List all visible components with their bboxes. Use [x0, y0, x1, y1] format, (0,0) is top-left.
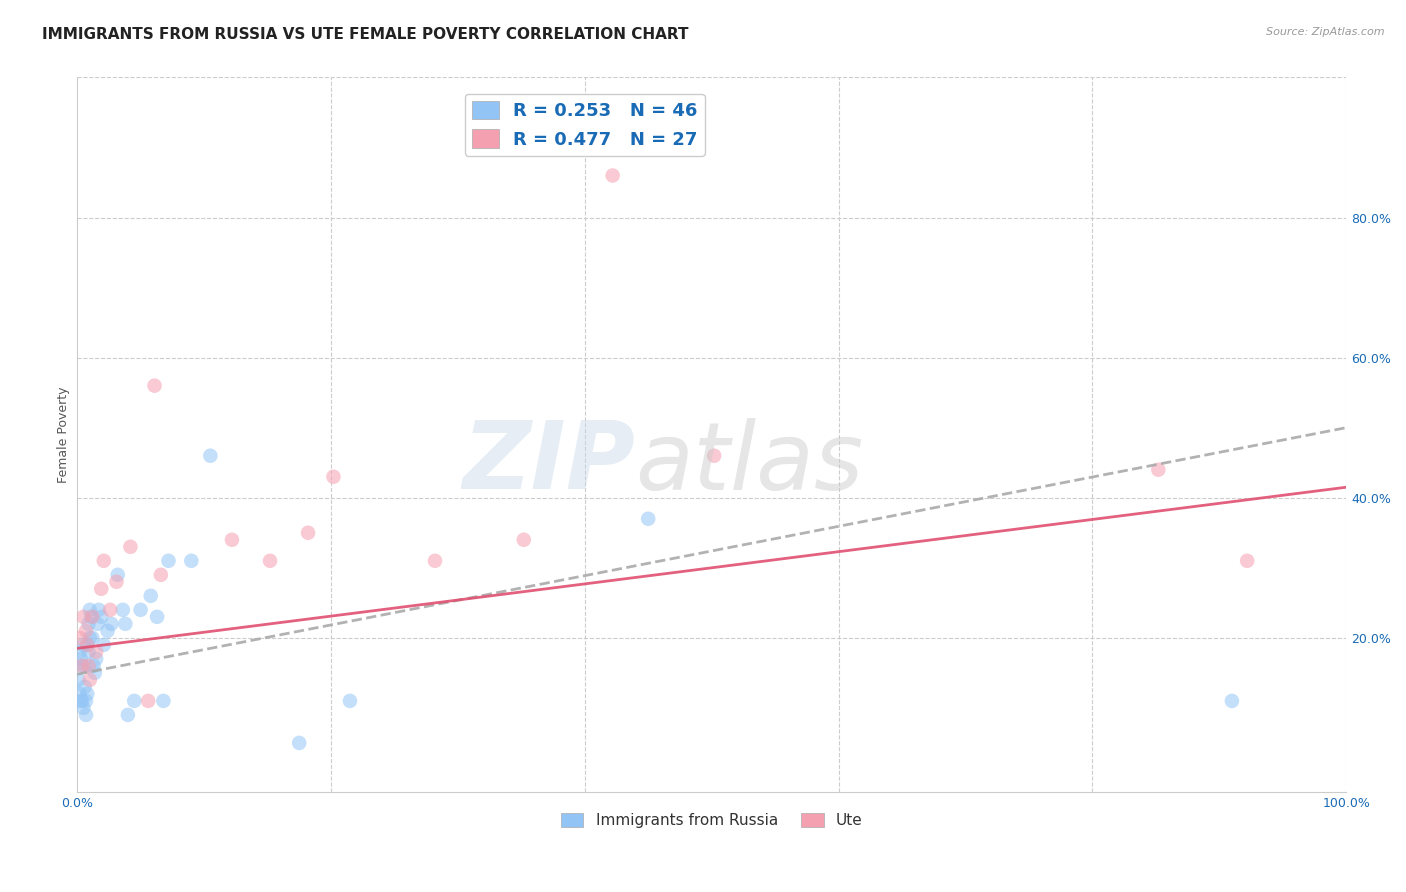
- Point: [77, 616, 100, 631]
- Point: [82, 631, 104, 645]
- Text: atlas: atlas: [636, 417, 863, 508]
- Point: [77, 658, 100, 673]
- Point: [87, 603, 110, 617]
- Point: [70, 694, 93, 708]
- Point: [75, 624, 97, 638]
- Point: [79, 631, 101, 645]
- Point: [149, 567, 172, 582]
- Legend: Immigrants from Russia, Ute: Immigrants from Russia, Ute: [554, 807, 869, 834]
- Point: [70, 694, 93, 708]
- Point: [139, 589, 162, 603]
- Point: [180, 554, 202, 568]
- Point: [221, 533, 243, 547]
- Point: [79, 603, 101, 617]
- Point: [67, 673, 90, 687]
- Point: [75, 694, 97, 708]
- Point: [703, 449, 725, 463]
- Point: [129, 603, 152, 617]
- Point: [1220, 694, 1243, 708]
- Point: [114, 616, 136, 631]
- Point: [100, 616, 122, 631]
- Point: [97, 624, 120, 638]
- Point: [69, 687, 91, 701]
- Point: [157, 554, 180, 568]
- Point: [513, 533, 536, 547]
- Point: [80, 610, 103, 624]
- Point: [70, 658, 93, 673]
- Point: [76, 638, 98, 652]
- Point: [98, 603, 121, 617]
- Point: [69, 631, 91, 645]
- Text: ZIP: ZIP: [463, 417, 636, 509]
- Text: IMMIGRANTS FROM RUSSIA VS UTE FEMALE POVERTY CORRELATION CHART: IMMIGRANTS FROM RUSSIA VS UTE FEMALE POV…: [42, 27, 689, 42]
- Point: [90, 582, 112, 596]
- Point: [90, 610, 112, 624]
- Point: [117, 707, 139, 722]
- Point: [73, 680, 96, 694]
- Point: [93, 554, 115, 568]
- Point: [143, 378, 166, 392]
- Text: Source: ZipAtlas.com: Source: ZipAtlas.com: [1267, 27, 1385, 37]
- Point: [76, 638, 98, 652]
- Point: [93, 638, 115, 652]
- Point: [259, 554, 281, 568]
- Point: [200, 449, 222, 463]
- Point: [602, 169, 624, 183]
- Point: [75, 707, 97, 722]
- Point: [73, 658, 96, 673]
- Point: [72, 701, 94, 715]
- Point: [152, 694, 174, 708]
- Point: [83, 658, 105, 673]
- Point: [70, 658, 93, 673]
- Point: [72, 610, 94, 624]
- Point: [122, 694, 145, 708]
- Point: [297, 525, 319, 540]
- Point: [76, 687, 98, 701]
- Point: [111, 603, 134, 617]
- Point: [146, 610, 169, 624]
- Point: [136, 694, 159, 708]
- Point: [70, 652, 93, 666]
- Point: [637, 512, 659, 526]
- Point: [79, 673, 101, 687]
- Point: [86, 616, 108, 631]
- Point: [107, 567, 129, 582]
- Point: [322, 469, 344, 483]
- Point: [120, 540, 142, 554]
- Point: [69, 645, 91, 659]
- Point: [77, 645, 100, 659]
- Point: [339, 694, 361, 708]
- Point: [72, 638, 94, 652]
- Point: [82, 610, 104, 624]
- Point: [1147, 463, 1170, 477]
- Point: [423, 554, 446, 568]
- Point: [105, 574, 128, 589]
- Point: [83, 665, 105, 680]
- Point: [84, 652, 107, 666]
- Point: [288, 736, 311, 750]
- Point: [84, 645, 107, 659]
- Y-axis label: Female Poverty: Female Poverty: [58, 386, 70, 483]
- Point: [1236, 554, 1258, 568]
